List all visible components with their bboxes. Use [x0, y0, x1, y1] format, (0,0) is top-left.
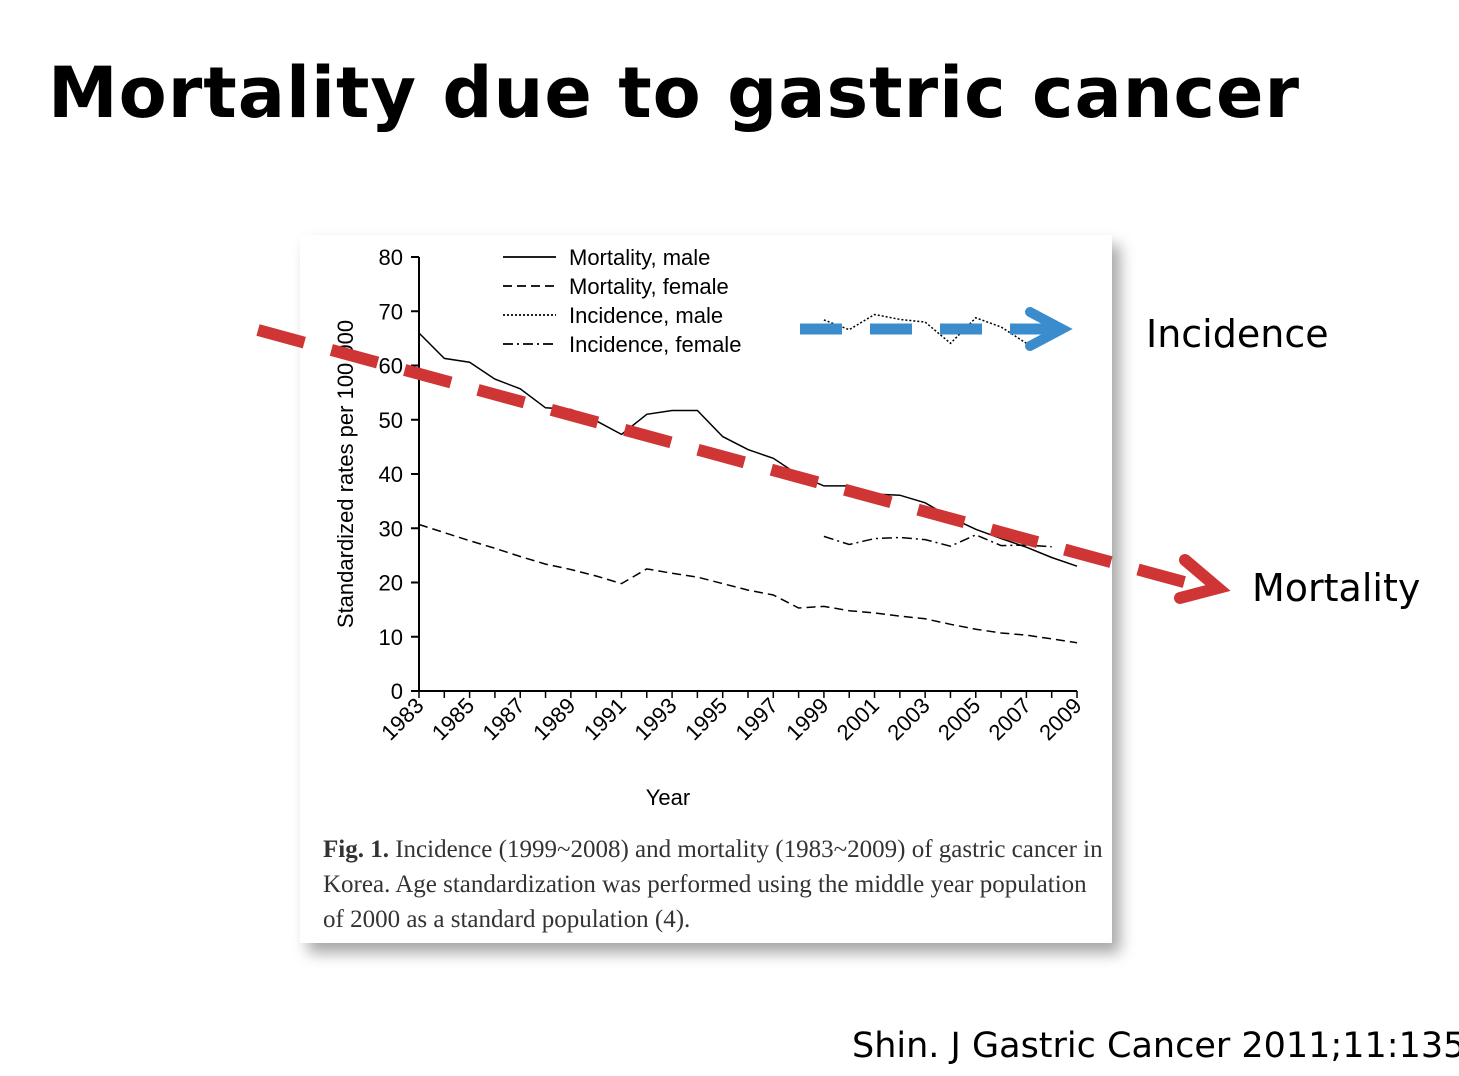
legend-label: Mortality, male [569, 245, 710, 270]
figure-caption: Fig. 1. Incidence (1999~2008) and mortal… [323, 832, 1108, 937]
y-axis-label: Standardized rates per 100,000 [333, 320, 358, 628]
y-tick-label: 40 [379, 462, 403, 487]
x-tick-label: 1983 [376, 693, 428, 745]
x-tick-label: 2005 [933, 693, 985, 745]
figure-caption-text: Incidence (1999~2008) and mortality (198… [323, 836, 1103, 933]
x-tick-label: 2007 [984, 693, 1036, 745]
slide-title: Mortality due to gastric cancer [48, 52, 1301, 134]
x-tick-label: 2003 [882, 693, 934, 745]
y-tick-label: 20 [379, 571, 403, 596]
legend-label: Mortality, female [569, 274, 729, 299]
y-tick-label: 30 [379, 516, 403, 541]
mortality-annotation-label: Mortality [1252, 566, 1421, 610]
y-tick-label: 10 [379, 625, 403, 650]
x-tick-label: 1997 [731, 693, 783, 745]
x-tick-label: 1987 [477, 693, 529, 745]
incidence-annotation-label: Incidence [1146, 312, 1329, 356]
x-tick-label: 1991 [579, 693, 631, 745]
x-tick-label: 1989 [528, 693, 580, 745]
x-tick-label: 1999 [781, 693, 833, 745]
y-tick-label: 50 [379, 408, 403, 433]
y-tick-label: 70 [379, 299, 403, 324]
series-line-incidence-female [823, 533, 1052, 548]
x-tick-label: 1985 [427, 693, 479, 745]
series-line-mortality-female [418, 523, 1078, 644]
y-tick-label: 0 [391, 679, 403, 704]
legend-label: Incidence, female [569, 332, 741, 357]
x-tick-label: 2001 [832, 693, 884, 745]
x-tick-label: 1993 [629, 693, 681, 745]
x-tick-label: 1995 [680, 693, 732, 745]
x-tick-label: 2009 [1034, 693, 1086, 745]
legend-label: Incidence, male [569, 303, 723, 328]
series-line-mortality-male [418, 332, 1078, 567]
citation: Shin. J Gastric Cancer 2011;11:135 [852, 1026, 1459, 1066]
y-tick-label: 80 [379, 245, 403, 270]
y-tick-label: 60 [379, 354, 403, 379]
series-line-incidence-male [823, 313, 1052, 345]
x-axis-label: Year [646, 785, 690, 810]
figure-caption-label: Fig. 1. [323, 836, 389, 863]
